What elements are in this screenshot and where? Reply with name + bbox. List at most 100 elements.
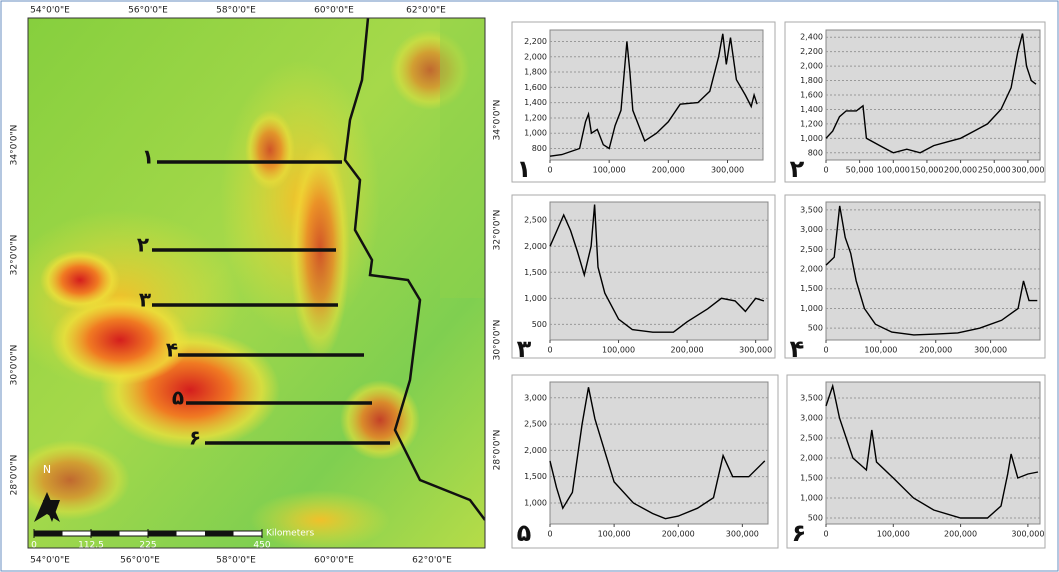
y-tick-label: 2,500: [800, 434, 823, 443]
scale-label: 450: [253, 541, 270, 551]
latitude-label: 28°0'0"N: [10, 455, 20, 496]
x-tick-label: 300,000: [739, 346, 772, 355]
plot-area: [826, 202, 1040, 340]
longitude-label: 56°0'0"E: [128, 6, 168, 16]
x-tick-label: 300,000: [1011, 530, 1044, 539]
longitude-label: 60°0'0"E: [314, 556, 354, 566]
y-tick-label: 1,000: [800, 134, 823, 143]
latitude-label: 28°0'0"N: [493, 430, 503, 471]
scale-bar: [34, 531, 63, 536]
x-tick-label: 100,000: [593, 166, 626, 175]
y-tick-label: 3,000: [800, 414, 823, 423]
y-tick-label: 1,000: [800, 494, 823, 503]
chart-label: ۴: [790, 335, 805, 363]
x-tick-label: 300,000: [1011, 166, 1044, 175]
longitude-label: 58°0'0"E: [216, 556, 256, 566]
x-tick-label: 100,000: [864, 346, 897, 355]
y-tick-label: 2,200: [800, 47, 823, 56]
y-tick-label: 1,000: [524, 498, 547, 507]
longitude-label: 56°0'0"E: [120, 556, 160, 566]
x-tick-label: 100,000: [877, 530, 910, 539]
scale-label: 112.5: [78, 541, 104, 551]
chart-label: ۳: [517, 335, 532, 363]
y-tick-label: 2,400: [800, 33, 823, 42]
x-tick-label: 150,000: [910, 166, 943, 175]
longitude-label: 62°0'0"E: [412, 556, 452, 566]
scale-unit: Kilometers: [266, 529, 314, 539]
x-tick-label: 100,000: [598, 530, 631, 539]
y-tick-label: 2,000: [800, 62, 823, 71]
chart-label: ۲: [790, 155, 805, 183]
latitude-label: 34°0'0"N: [493, 100, 503, 141]
latitude-label: 34°0'0"N: [10, 125, 20, 166]
y-tick-label: 3,500: [800, 394, 823, 403]
x-tick-label: 200,000: [944, 530, 977, 539]
profile-label: ۳: [139, 288, 151, 312]
y-tick-label: 1,500: [800, 474, 823, 483]
y-tick-label: 500: [808, 514, 823, 523]
y-tick-label: 2,200: [524, 37, 547, 46]
y-tick-label: 2,000: [524, 52, 547, 61]
y-tick-label: 2,500: [800, 245, 823, 254]
longitude-label: 54°0'0"E: [30, 6, 70, 16]
latitude-label: 30°0'0"N: [10, 345, 20, 386]
y-tick-label: 2,500: [524, 216, 547, 225]
scale-bar: [91, 531, 120, 536]
y-tick-label: 1,400: [524, 98, 547, 107]
y-tick-label: 500: [532, 320, 547, 329]
x-tick-label: 0: [823, 530, 828, 539]
y-tick-label: 1,200: [800, 119, 823, 128]
y-tick-label: 2,500: [524, 420, 547, 429]
profile-label: ۵: [172, 386, 184, 410]
y-tick-label: 1,500: [524, 268, 547, 277]
y-tick-label: 2,000: [800, 265, 823, 274]
y-tick-label: 1,600: [800, 91, 823, 100]
y-tick-label: 1,000: [524, 294, 547, 303]
chart-label: ۱: [517, 155, 532, 183]
north-label: N: [43, 463, 51, 476]
x-tick-label: 50,000: [846, 166, 874, 175]
map: [0, 18, 485, 550]
y-tick-label: 3,500: [800, 205, 823, 214]
profile-label: ۲: [137, 233, 149, 257]
x-tick-label: 100,000: [602, 346, 635, 355]
x-tick-label: 200,000: [662, 530, 695, 539]
figure: 54°0'0"E 56°0'0"E 58°0'0"E 60°0'0"E 62°0'0"E…: [0, 0, 1059, 572]
profile-label: ۱: [142, 145, 154, 169]
y-tick-label: 2,000: [524, 242, 547, 251]
y-tick-label: 1,000: [524, 129, 547, 138]
y-tick-label: 1,200: [524, 113, 547, 122]
y-tick-label: 1,000: [800, 304, 823, 313]
chart-label: ۵: [517, 519, 532, 547]
scale-label: 0: [31, 541, 37, 551]
y-tick-label: 2,000: [800, 454, 823, 463]
x-tick-label: 300,000: [974, 346, 1007, 355]
y-tick-label: 800: [532, 144, 547, 153]
scale-bar: [148, 531, 177, 536]
longitude-label: 58°0'0"E: [216, 6, 256, 16]
latitude-label: 30°0'0"N: [493, 320, 503, 361]
x-tick-label: 300,000: [726, 530, 759, 539]
longitude-label: 62°0'0"E: [406, 6, 446, 16]
x-tick-label: 200,000: [944, 166, 977, 175]
x-tick-label: 250,000: [978, 166, 1011, 175]
y-tick-label: 1,500: [524, 472, 547, 481]
x-tick-label: 100,000: [877, 166, 910, 175]
longitude-label: 54°0'0"E: [30, 556, 70, 566]
y-tick-label: 500: [808, 324, 823, 333]
latitude-label: 32°0'0"N: [10, 235, 20, 276]
scale-label: 225: [139, 541, 156, 551]
x-tick-label: 200,000: [652, 166, 685, 175]
x-tick-label: 0: [823, 166, 828, 175]
y-tick-label: 1,800: [524, 68, 547, 77]
y-tick-label: 2,000: [524, 446, 547, 455]
longitude-label: 60°0'0"E: [314, 6, 354, 16]
chart-label: ۶: [792, 519, 807, 547]
y-tick-label: 1,800: [800, 76, 823, 85]
latitude-label: 32°0'0"N: [493, 210, 503, 251]
y-tick-label: 3,000: [524, 393, 547, 402]
scale-bar: [205, 531, 234, 536]
y-tick-label: 800: [808, 148, 823, 157]
plot-area: [826, 382, 1040, 524]
x-tick-label: 200,000: [671, 346, 704, 355]
